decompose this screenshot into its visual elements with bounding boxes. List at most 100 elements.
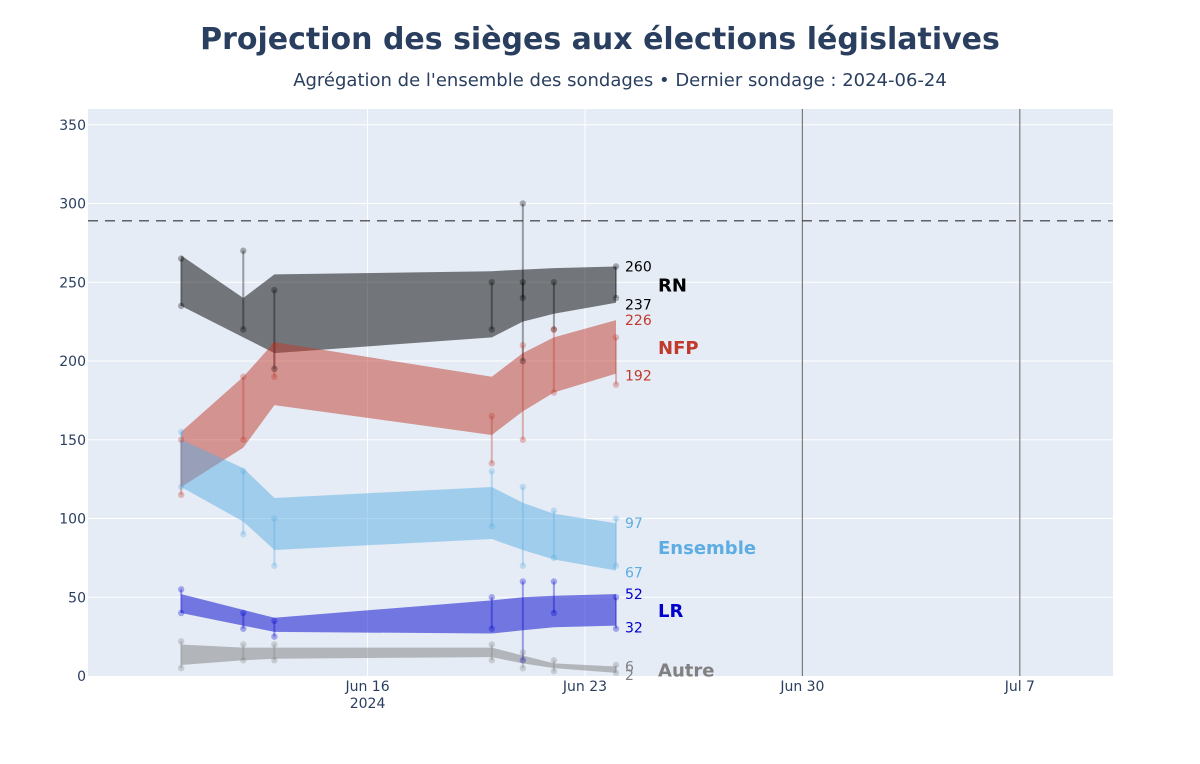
poll-point	[550, 554, 558, 562]
poll-point	[240, 436, 247, 443]
end-label-low: 67	[625, 565, 643, 581]
poll-point	[177, 255, 185, 262]
party-label: Autre	[658, 661, 714, 682]
party-label: Ensemble	[658, 538, 756, 559]
poll-point	[240, 657, 247, 664]
poll-point	[612, 594, 620, 601]
poll-point	[519, 294, 527, 302]
poll-point	[177, 664, 185, 672]
poll-point	[488, 468, 495, 475]
y-tick-label: 0	[77, 669, 86, 685]
poll-point	[271, 562, 278, 569]
poll-point	[519, 436, 527, 443]
poll-point	[519, 357, 527, 365]
poll-point	[488, 594, 495, 601]
poll-point	[488, 279, 495, 286]
poll-point	[612, 669, 620, 677]
party-label: NFP	[658, 338, 699, 359]
band-nfp	[181, 320, 616, 487]
y-tick-label: 300	[59, 197, 86, 213]
poll-point	[519, 649, 527, 656]
poll-point	[550, 668, 558, 675]
poll-point	[240, 531, 247, 538]
chart-subtitle: Agrégation de l'ensemble des sondages • …	[293, 70, 947, 91]
poll-point	[488, 657, 495, 664]
poll-point	[177, 483, 185, 491]
poll-point	[519, 342, 527, 349]
poll-point	[271, 342, 278, 349]
poll-point	[519, 200, 527, 207]
x-tick-label: Jun 23	[562, 679, 607, 695]
poll-point	[240, 468, 247, 475]
poll-point	[240, 641, 247, 648]
poll-point	[240, 609, 247, 617]
poll-point	[488, 625, 495, 632]
poll-point	[519, 483, 527, 491]
party-label: LR	[658, 601, 683, 622]
chart-title: Projection des sièges aux élections légi…	[200, 22, 1000, 57]
poll-point	[240, 247, 247, 254]
poll-point	[271, 515, 278, 522]
poll-point	[271, 617, 278, 625]
poll-point	[612, 381, 620, 388]
band-ensemble	[181, 439, 616, 571]
event-lines	[801, 109, 1021, 676]
poll-point	[177, 491, 185, 499]
poll-point	[271, 365, 278, 373]
poll-point	[177, 638, 185, 645]
poll-point	[550, 389, 558, 396]
poll-point	[177, 586, 185, 593]
poll-point	[271, 641, 278, 648]
poll-point	[550, 326, 558, 333]
end-label-high: 260	[625, 260, 652, 276]
x-tick-label: Jun 30	[779, 679, 824, 695]
end-label-low: 192	[625, 369, 652, 385]
poll-point	[271, 373, 278, 380]
series-labels: 260 237 RN 226 192 NFP 97 67 Ensemble 52 32 LR 62 Aut…	[625, 260, 756, 684]
poll-point	[612, 334, 620, 341]
poll-point	[550, 657, 558, 664]
end-label-high: 97	[625, 516, 643, 532]
y-tick-label: 350	[59, 118, 86, 134]
y-tick-label: 100	[59, 512, 86, 528]
x-tick-label: Jun 16	[344, 679, 389, 695]
poll-point	[550, 609, 558, 617]
poll-point	[271, 286, 278, 294]
band-lr	[181, 594, 616, 634]
poll-point	[488, 641, 495, 648]
poll-point	[240, 326, 247, 333]
poll-point	[519, 578, 527, 585]
y-tick-label: 250	[59, 275, 86, 291]
band-autre	[181, 644, 616, 673]
end-label-high: 226	[625, 313, 652, 329]
poll-point	[488, 326, 495, 333]
poll-point	[550, 578, 558, 585]
poll-point	[240, 625, 247, 632]
poll-point	[488, 460, 495, 467]
end-label-low: 32	[625, 621, 643, 637]
x-tick-label: Jul 7	[1004, 679, 1035, 695]
poll-point	[550, 326, 558, 333]
poll-point	[488, 412, 495, 420]
poll-point	[612, 625, 620, 632]
party-label: RN	[658, 276, 687, 297]
poll-point	[612, 562, 620, 569]
poll-point	[519, 562, 527, 569]
poll-point	[550, 279, 558, 286]
poll-point	[519, 657, 527, 664]
poll-point	[519, 279, 527, 286]
poll-point	[612, 661, 620, 669]
poll-point	[550, 507, 558, 514]
poll-point	[177, 436, 185, 443]
poll-point	[488, 523, 495, 530]
x-tick-sublabel: 2024	[350, 696, 386, 712]
poll-point	[612, 294, 620, 302]
end-label-low: 237	[625, 298, 652, 314]
poll-point	[240, 373, 247, 380]
series-bands	[181, 255, 616, 673]
poll-point	[271, 657, 278, 664]
end-label-high: 52	[625, 587, 643, 603]
y-tick-label: 150	[59, 433, 86, 449]
poll-point	[177, 428, 185, 436]
